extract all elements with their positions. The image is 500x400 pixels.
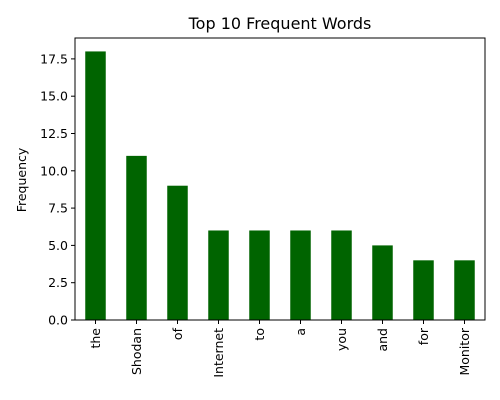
bar-for (413, 260, 434, 320)
y-tick-label: 12.5 (40, 126, 68, 141)
y-tick-label: 7.5 (48, 201, 68, 216)
bar-shodan (126, 155, 147, 320)
y-tick-label: 10.0 (40, 163, 68, 178)
bar-the (85, 51, 106, 321)
y-tick-label: 17.5 (40, 51, 68, 66)
y-tick-label: 0.0 (48, 313, 68, 328)
bar-internet (208, 230, 229, 320)
x-tick-label: to (252, 328, 267, 341)
x-tick-label: a (293, 328, 308, 336)
bar-monitor (454, 260, 475, 320)
y-tick-label: 15.0 (40, 89, 68, 104)
plot-frame (74, 37, 486, 321)
x-tick-label: for (416, 327, 431, 345)
y-tick-label: 2.5 (48, 275, 68, 290)
bar-a (290, 230, 311, 320)
y-tick-label: 5.0 (48, 238, 68, 253)
x-tick-label: of (170, 327, 185, 340)
x-tick-label: the (88, 328, 103, 349)
x-tick-label: you (334, 328, 349, 351)
bar-to (249, 230, 270, 320)
x-tick-label: Shodan (129, 328, 144, 375)
x-tick-label: Internet (211, 328, 226, 378)
x-tick-label: and (375, 328, 390, 352)
chart-title: Top 10 Frequent Words (188, 14, 372, 33)
y-axis-label: Frequency (14, 147, 29, 212)
bar-you (331, 230, 352, 320)
plot-area: 0.0 2.5 5.0 7.5 10.0 12.5 15.0 17.5 the Shodan of I… (40, 37, 486, 378)
x-tick-label: Monitor (457, 327, 472, 375)
bar-and (372, 245, 393, 320)
bar-of (167, 185, 188, 320)
